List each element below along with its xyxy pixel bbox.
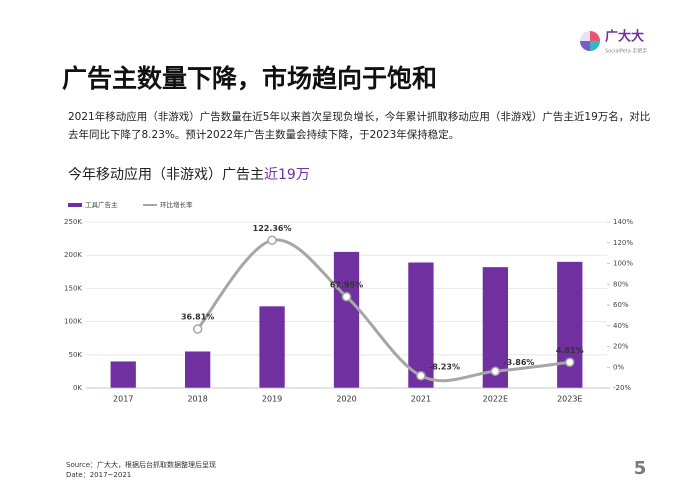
line-marker xyxy=(192,324,203,334)
heading: 广告主数量下降，市场趋向于饱和 xyxy=(62,64,437,93)
y-tick-label: 100K xyxy=(64,318,82,326)
chart-title: 今年移动应用（非游戏）广告主近19万 xyxy=(68,166,310,183)
y-tick-label: 50K xyxy=(69,351,83,359)
bar xyxy=(408,262,434,388)
y2-tick-label: 140% xyxy=(613,218,633,226)
legend-label: 环比增长率 xyxy=(160,200,193,209)
bar xyxy=(184,351,211,388)
x-tick-label: 2021 xyxy=(411,395,431,404)
logo-tagline: SocialPeta 手把手 xyxy=(605,48,647,55)
y2-tick-label: 40% xyxy=(613,322,629,330)
line-marker xyxy=(341,292,352,302)
legend-label: 工具广告主 xyxy=(85,200,118,209)
logo-icon xyxy=(590,41,600,51)
logo-icon xyxy=(590,31,600,41)
line-marker xyxy=(267,235,277,246)
x-tick-label: 2023E xyxy=(557,395,582,404)
y2-tick-label: 80% xyxy=(613,280,629,288)
data-label: 67.95% xyxy=(330,280,363,289)
bar xyxy=(557,261,583,388)
logo-name: 广大大 xyxy=(605,29,644,45)
line-marker xyxy=(565,357,575,368)
logo-icon xyxy=(580,41,590,51)
x-tick-label: 2019 xyxy=(262,395,282,404)
y-tick-label: 200K xyxy=(64,251,82,259)
y2-tick-label: 120% xyxy=(613,239,633,247)
data-label: -3.86% xyxy=(503,358,534,367)
x-tick-label: 2022E xyxy=(483,395,508,404)
data-label: -8.23% xyxy=(429,362,460,371)
chart-title: 今年移动应用（非游戏）广告主 xyxy=(68,166,264,183)
data-label: 4.81% xyxy=(556,346,584,355)
y2-tick-label: -20% xyxy=(613,384,631,392)
data-label: 36.81% xyxy=(181,313,214,322)
y2-tick-label: 20% xyxy=(613,343,629,351)
y2-tick-label: 100% xyxy=(613,260,633,268)
x-tick-label: 2018 xyxy=(187,395,207,404)
y2-tick-label: 0% xyxy=(613,363,624,371)
logo: 广大大 SocialPeta 手把手 xyxy=(580,29,647,55)
bar xyxy=(110,361,136,388)
y-tick-label: 250K xyxy=(64,218,82,226)
source: Source：广大大，根据后台抓取数据整理后呈现 xyxy=(66,460,216,469)
chart-title-highlight: 近19万 xyxy=(264,167,310,183)
line-marker xyxy=(490,366,501,377)
page-number: 5 xyxy=(634,458,647,479)
paragraph-line: 2021年移动应用（非游戏）广告数量在近5年以来首次呈现负增长，今年累计抓取移动… xyxy=(68,110,650,123)
legend-swatch xyxy=(68,203,82,207)
data-label: 122.36% xyxy=(253,224,292,233)
bar xyxy=(333,251,360,388)
bar xyxy=(259,306,285,388)
paragraph-line: 去年同比下降了8.23%。预计2022年广告主数量会持续下降，于2023年保持稳… xyxy=(68,128,459,141)
y-tick-label: 150K xyxy=(64,284,82,292)
y2-tick-label: 60% xyxy=(613,301,629,309)
line-marker xyxy=(416,371,426,381)
y-tick-label: 0K xyxy=(73,384,82,392)
x-tick-label: 2020 xyxy=(336,395,356,404)
source: Date：2017~2021 xyxy=(66,471,131,479)
x-tick-label: 2017 xyxy=(113,395,133,404)
